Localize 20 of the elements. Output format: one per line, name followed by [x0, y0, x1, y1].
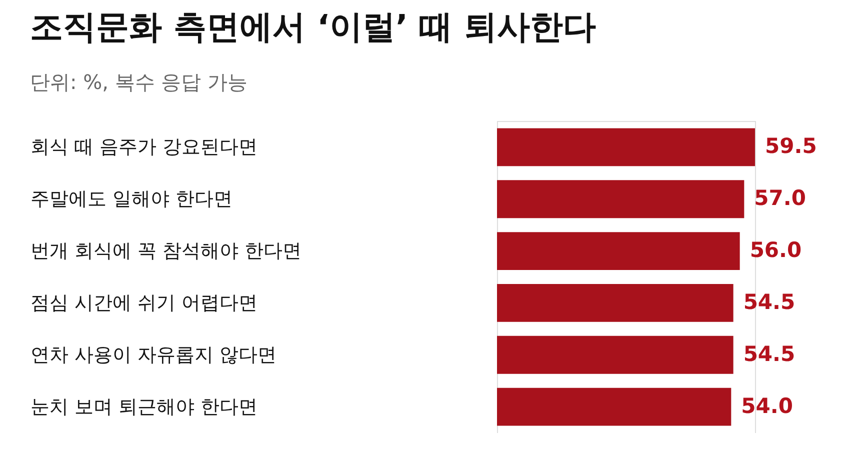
data-label: 57.0: [754, 186, 806, 210]
bar: [497, 336, 734, 374]
bar: [497, 284, 734, 322]
y-tick-label: 점심 시간에 쉬기 어렵다면: [30, 292, 258, 314]
y-tick-label: 주말에도 일해야 한다면: [30, 188, 233, 210]
bar: [497, 128, 755, 166]
bar: [497, 180, 744, 218]
y-tick-label: 눈치 보며 퇴근해야 한다면: [30, 396, 258, 418]
bar: [497, 388, 732, 426]
data-label: 59.5: [765, 134, 817, 158]
bar: [497, 232, 740, 270]
data-label: 56.0: [750, 238, 802, 262]
data-label: 54.0: [741, 394, 793, 418]
y-tick-label: 회식 때 음주가 강요된다면: [30, 136, 258, 158]
data-label: 54.5: [743, 290, 796, 314]
chart-title: 조직문화 측면에서 ‘이럴’ 때 퇴사한다: [30, 7, 596, 46]
data-label: 54.5: [743, 342, 796, 366]
text: 단위: %, 복수 응답 가능: [30, 70, 248, 94]
y-tick-label: 연차 사용이 자유롭지 않다면: [30, 344, 277, 366]
y-tick-label: 번개 회식에 꼭 참석해야 한다면: [30, 240, 302, 262]
